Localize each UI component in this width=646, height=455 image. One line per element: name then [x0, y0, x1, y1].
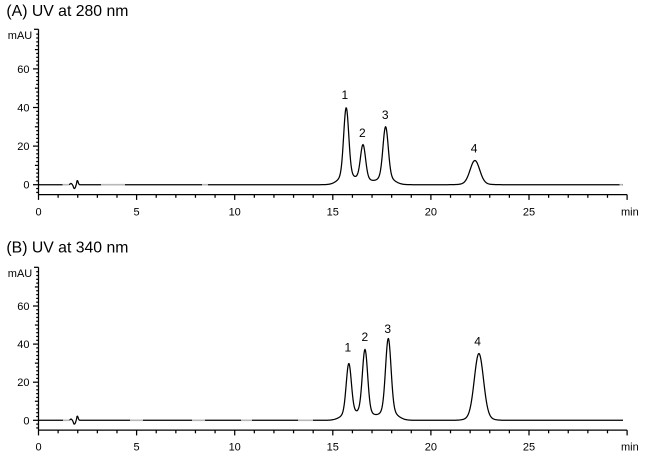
svg-text:20: 20: [425, 206, 437, 218]
svg-text:3: 3: [382, 108, 389, 122]
svg-text:40: 40: [17, 339, 29, 351]
svg-text:40: 40: [17, 103, 29, 115]
svg-text:20: 20: [17, 141, 29, 153]
svg-text:2: 2: [359, 126, 366, 140]
svg-text:15: 15: [327, 206, 339, 218]
svg-text:60: 60: [17, 301, 29, 313]
svg-text:60: 60: [17, 64, 29, 76]
svg-text:10: 10: [229, 206, 241, 218]
svg-text:(B) UV at 340 nm: (B) UV at 340 nm: [6, 239, 128, 256]
svg-text:5: 5: [134, 206, 140, 218]
svg-text:0: 0: [35, 442, 41, 454]
svg-text:min: min: [621, 206, 639, 218]
svg-text:0: 0: [23, 415, 29, 427]
svg-text:(A) UV at 280 nm: (A) UV at 280 nm: [6, 3, 128, 20]
svg-text:1: 1: [342, 88, 349, 102]
svg-text:mAU: mAU: [8, 30, 33, 42]
svg-text:3: 3: [384, 322, 391, 336]
svg-text:1: 1: [345, 341, 352, 355]
svg-text:min: min: [621, 442, 639, 454]
svg-text:10: 10: [229, 442, 241, 454]
svg-text:20: 20: [425, 442, 437, 454]
svg-text:15: 15: [327, 442, 339, 454]
svg-text:25: 25: [523, 206, 535, 218]
svg-text:mAU: mAU: [8, 268, 33, 280]
svg-text:0: 0: [35, 206, 41, 218]
svg-text:2: 2: [361, 330, 368, 344]
svg-text:0: 0: [23, 180, 29, 192]
svg-text:20: 20: [17, 377, 29, 389]
svg-text:25: 25: [523, 442, 535, 454]
svg-text:4: 4: [471, 142, 478, 156]
svg-text:4: 4: [474, 334, 481, 348]
svg-text:5: 5: [134, 442, 140, 454]
